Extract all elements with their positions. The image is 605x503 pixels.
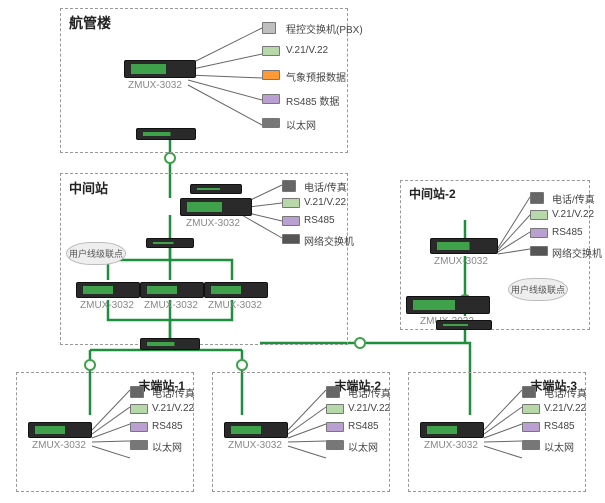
device-hq-zmux-label: ZMUX-3032: [128, 80, 182, 91]
service-label: V.21/V.22: [304, 197, 346, 208]
device-t3-zmux: [420, 422, 484, 438]
service-label: 以太网: [348, 439, 378, 454]
device-t3-zmux-label: ZMUX-3032: [424, 440, 478, 451]
service-icon: [130, 404, 148, 414]
device-t2-zmux-label: ZMUX-3032: [228, 440, 282, 451]
device-mid-top-switch: [190, 184, 242, 194]
service-icon: [522, 404, 540, 414]
service-icon: [282, 216, 300, 226]
service-label: V.21/V.22: [286, 45, 328, 56]
device-mid2-zmux-top: [430, 238, 498, 254]
service-icon: [530, 246, 548, 256]
service-label: 以太网: [286, 117, 316, 132]
service-label: RS485: [552, 227, 583, 238]
cloud-mid: 用户线级联点: [66, 242, 126, 265]
service-icon: [262, 94, 280, 104]
service-label: V.21/V.22: [348, 403, 390, 414]
service-label: 气象预报数据: [286, 69, 346, 84]
service-label: V.21/V.22: [544, 403, 586, 414]
box-mid-title: 中间站: [69, 178, 108, 197]
device-mid-z3: [204, 282, 268, 298]
service-label: 电话/传真: [544, 385, 587, 400]
box-hq-title: 航管楼: [69, 13, 111, 33]
service-icon: [530, 192, 544, 204]
device-mid-z1: [76, 282, 140, 298]
service-label: RS485: [152, 421, 183, 432]
device-mid-bottom-switch: [140, 338, 200, 350]
device-mid2-switch: [436, 320, 492, 330]
box-mid2-title: 中间站-2: [409, 185, 456, 202]
service-icon: [522, 422, 540, 432]
service-label: 电话/传真: [304, 179, 347, 194]
device-mid-zmux-label: ZMUX-3032: [186, 218, 240, 229]
service-icon: [326, 440, 344, 450]
device-mid-zmux: [180, 198, 252, 216]
service-label: RS485: [544, 421, 575, 432]
service-label: 电话/传真: [152, 385, 195, 400]
service-icon: [282, 198, 300, 208]
service-label: V.21/V.22: [552, 209, 594, 220]
service-label: 电话/传真: [552, 191, 595, 206]
service-label: 以太网: [152, 439, 182, 454]
device-mid-z2: [140, 282, 204, 298]
service-icon: [262, 118, 280, 128]
service-label: 网络交换机: [552, 245, 602, 260]
service-label: 网络交换机: [304, 233, 354, 248]
device-mid-z2-label: ZMUX-3032: [144, 300, 198, 311]
service-label: RS485: [348, 421, 379, 432]
cloud-mid2: 用户线级联点: [508, 278, 568, 301]
device-mid-hub: [146, 238, 194, 248]
service-icon: [130, 440, 148, 450]
service-icon: [326, 422, 344, 432]
service-label: V.21/V.22: [152, 403, 194, 414]
service-icon: [130, 422, 148, 432]
service-icon: [262, 22, 276, 34]
device-mid2-zmux-top-label: ZMUX-3032: [434, 256, 488, 267]
device-mid-z3-label: ZMUX-3032: [208, 300, 262, 311]
service-label: 电话/传真: [348, 385, 391, 400]
service-icon: [326, 386, 340, 398]
device-mid2-zmux-bot: [406, 296, 490, 314]
service-label: 程控交换机(PBX): [286, 21, 363, 36]
device-t2-zmux: [224, 422, 288, 438]
device-mid-z1-label: ZMUX-3032: [80, 300, 134, 311]
service-label: RS485: [304, 215, 335, 226]
device-t1-zmux-label: ZMUX-3032: [32, 440, 86, 451]
service-icon: [530, 210, 548, 220]
service-icon: [530, 228, 548, 238]
service-icon: [130, 386, 144, 398]
service-icon: [262, 46, 280, 56]
device-hq-zmux: [124, 60, 196, 78]
service-icon: [522, 386, 536, 398]
service-icon: [522, 440, 540, 450]
service-icon: [282, 234, 300, 244]
service-label: 以太网: [544, 439, 574, 454]
service-icon: [262, 70, 280, 80]
service-icon: [282, 180, 296, 192]
device-hq-switch: [136, 128, 196, 140]
device-t1-zmux: [28, 422, 92, 438]
service-icon: [326, 404, 344, 414]
service-label: RS485 数据: [286, 93, 339, 108]
